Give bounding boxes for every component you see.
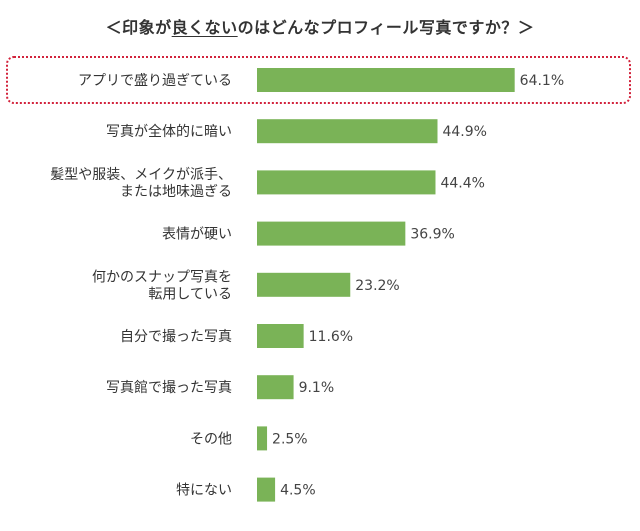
- title-suffix: のはどんなプロフィール写真ですか？＞: [237, 18, 535, 37]
- value-label-8: 2.5%: [272, 431, 308, 447]
- value-label-2: 44.9%: [442, 124, 486, 140]
- value-label-7: 9.1%: [299, 380, 335, 396]
- title-emphasis: 良くない: [171, 18, 238, 37]
- bar-7: [257, 375, 294, 400]
- value-label-6: 11.6%: [309, 329, 353, 345]
- value-label-3: 44.4%: [440, 175, 484, 191]
- category-label-9: 特にない: [176, 483, 232, 499]
- value-label-5: 23.2%: [355, 278, 399, 294]
- chart-title: ＜印象が良くないのはどんなプロフィール写真ですか？＞: [0, 14, 640, 38]
- value-label-9: 4.5%: [280, 483, 316, 499]
- bar-5: [257, 272, 351, 297]
- value-label-1: 64.1%: [520, 73, 564, 89]
- category-label-7: 写真館で撮った写真: [106, 379, 232, 396]
- category-label-3-line-1: 髪型や服装、メイクが派手、: [50, 167, 232, 183]
- category-label-5-line-2: 転用している: [148, 286, 232, 302]
- category-label-8: その他: [190, 431, 232, 447]
- value-label-4: 36.9%: [410, 227, 454, 243]
- category-label-5-line-1: 何かのスナップ写真を: [92, 269, 232, 285]
- bar-6: [257, 324, 304, 348]
- title-prefix: ＜印象が: [105, 18, 172, 37]
- bar-2: [257, 119, 438, 144]
- bar-1: [257, 68, 515, 92]
- category-label-6: 自分で撮った写真: [120, 328, 232, 345]
- bar-3: [257, 170, 436, 195]
- category-label-1: アプリで盛り過ぎている: [78, 73, 232, 89]
- bar-8: [257, 426, 268, 451]
- category-label-4: 表情が硬い: [162, 227, 232, 243]
- bar-4: [257, 221, 406, 246]
- category-label-2: 写真が全体的に暗い: [106, 123, 232, 140]
- bar-9: [257, 477, 276, 502]
- category-label-3-line-2: または地味過ぎる: [120, 184, 232, 200]
- highlight-box-top-item: [6, 56, 631, 104]
